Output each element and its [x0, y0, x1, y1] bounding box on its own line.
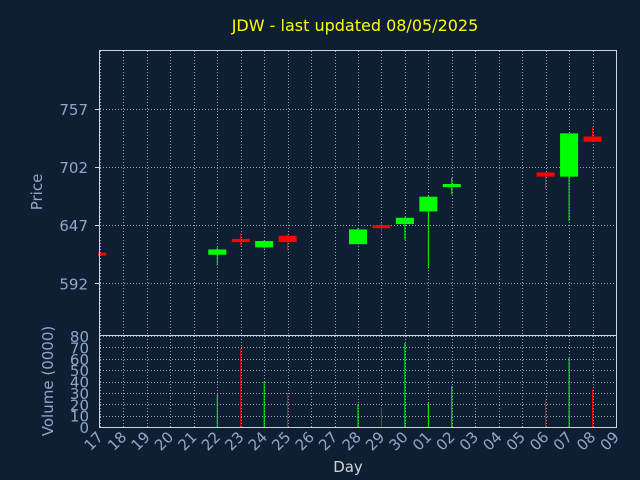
candle-body	[255, 241, 274, 248]
price-tick-label: 647	[59, 217, 88, 235]
price-tick-labels: 592 647 702 757	[59, 101, 100, 293]
candle-body	[208, 249, 227, 255]
price-tick-label: 757	[59, 101, 88, 119]
volume-tick-label: 40	[70, 374, 89, 392]
candle-body	[372, 225, 391, 229]
volume-tick-label: 80	[70, 328, 89, 346]
price-axis-label: Price	[28, 174, 46, 211]
chart-title: JDW - last updated 08/05/2025	[231, 16, 479, 35]
price-tick-label: 702	[59, 159, 88, 177]
candle-body	[278, 235, 297, 243]
x-axis-label: Day	[333, 458, 363, 476]
candles	[98, 127, 602, 269]
volume-panel-frame	[99, 335, 617, 428]
price-tick-label: 592	[59, 275, 88, 293]
volume-tick-label: 70	[70, 339, 89, 357]
candle-body	[583, 136, 602, 142]
volume-tick-label: 0	[79, 419, 89, 437]
volume-tick-label: 10	[70, 408, 89, 426]
candle-body	[349, 229, 367, 245]
candle-body	[231, 238, 250, 243]
candle-body	[560, 133, 579, 177]
volume-tick-label: 60	[70, 351, 89, 369]
volume-tick-label: 30	[70, 385, 89, 403]
day-tick-labels: 1718192021222324252627282930010203040506…	[81, 428, 623, 454]
candle-body	[419, 196, 438, 212]
candle-body	[98, 252, 106, 256]
candle-body	[536, 172, 555, 177]
candle-body	[395, 217, 414, 225]
volume-axis-label: Volume (0000)	[39, 326, 57, 436]
price-grid	[100, 51, 617, 335]
volume-tick-label: 50	[70, 362, 89, 380]
volume-tick-label: 20	[70, 396, 89, 414]
candle-body	[442, 184, 461, 188]
volume-bars	[216, 342, 594, 427]
